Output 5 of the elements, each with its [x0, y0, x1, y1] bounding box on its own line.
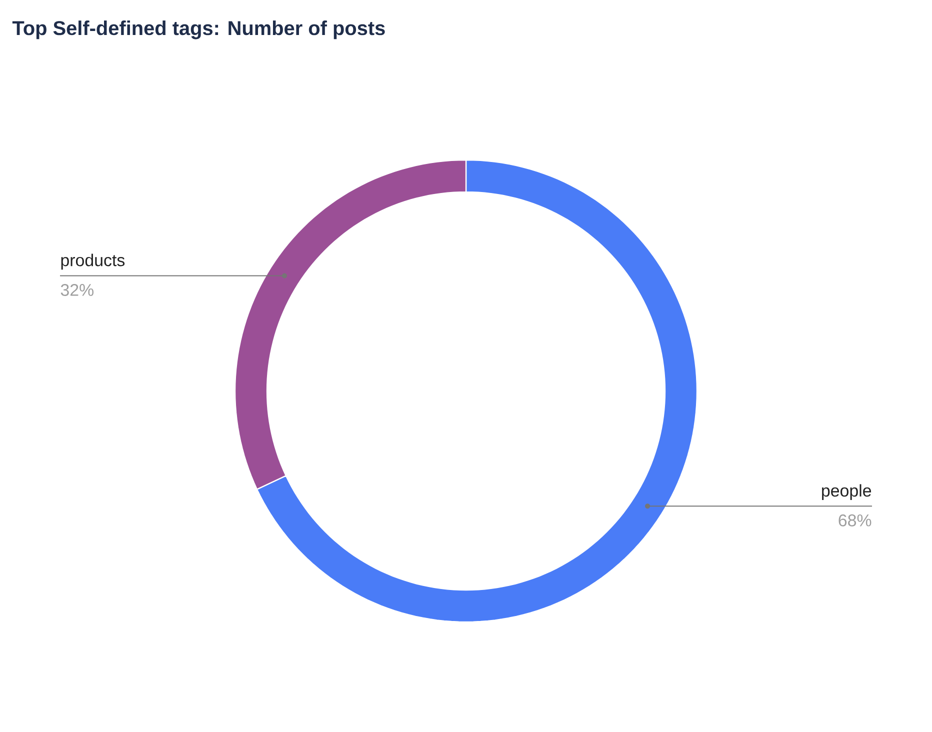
slice-label: products — [61, 254, 125, 270]
chart-title: Top Self-defined tags: Number of posts — [12, 20, 385, 40]
data-label: 32% — [60, 284, 94, 296]
data-label: 68% — [838, 514, 872, 526]
slice-label: people — [822, 484, 872, 500]
